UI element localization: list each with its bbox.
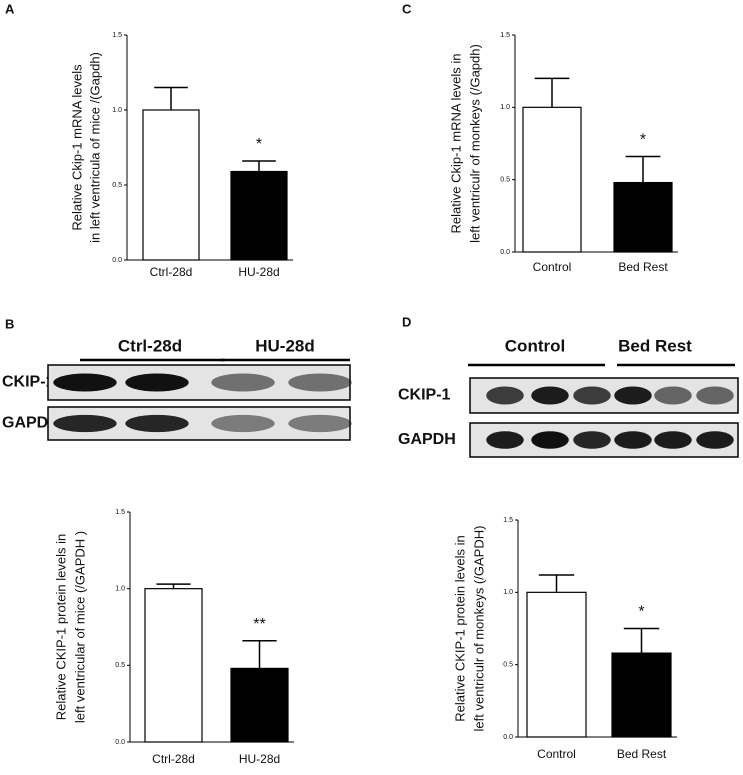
x-tick-label: Ctrl-28d xyxy=(152,752,195,766)
y-tick-label: 1.0 xyxy=(500,104,510,111)
band xyxy=(53,373,117,392)
row-label: GAPDH xyxy=(2,415,60,432)
y-axis-label: left ventriculr of monkeys (/Gapdh) xyxy=(467,44,482,243)
band xyxy=(486,386,524,405)
y-tick-label: 1.5 xyxy=(503,517,513,524)
band xyxy=(125,373,189,392)
bar xyxy=(144,588,203,743)
y-tick-label: 0.0 xyxy=(112,257,122,264)
band xyxy=(614,431,652,449)
y-axis-label: Relative Ckip-1 mRNA levels xyxy=(69,64,84,231)
x-tick-label: Bed Rest xyxy=(618,260,668,274)
panel-letter: C xyxy=(402,1,412,16)
band xyxy=(531,386,569,405)
band xyxy=(288,414,352,433)
bar xyxy=(522,106,582,253)
x-tick-label: Bed Rest xyxy=(617,747,667,761)
bar xyxy=(230,667,289,743)
bar xyxy=(230,170,288,261)
band xyxy=(531,431,569,449)
y-tick-label: 0.0 xyxy=(503,734,513,741)
y-axis-label: Relative CKIP-1 protein levels in xyxy=(452,535,467,721)
band xyxy=(53,414,117,433)
lane-group-label: Ctrl-28d xyxy=(118,336,182,355)
x-tick-label: Control xyxy=(537,747,576,761)
significance: * xyxy=(256,136,262,153)
y-axis-label: left ventricular of mice (/GAPDH ) xyxy=(72,531,87,723)
bar xyxy=(526,591,587,738)
y-tick-label: 0.5 xyxy=(503,662,513,669)
y-tick-label: 0.5 xyxy=(500,177,510,184)
band xyxy=(573,431,611,449)
y-tick-label: 1.5 xyxy=(500,32,510,39)
y-tick-label: 0.0 xyxy=(500,249,510,256)
row-label: CKIP-1 xyxy=(2,374,55,391)
x-tick-label: Control xyxy=(533,260,572,274)
significance: * xyxy=(640,132,646,149)
band xyxy=(654,431,692,449)
band xyxy=(654,386,692,405)
band xyxy=(573,386,611,405)
band xyxy=(486,431,524,449)
y-axis-label: Relative CKIP-1 protein levels in xyxy=(53,534,68,720)
bar xyxy=(611,652,672,738)
y-axis-label: in left ventricula of mice /(Gapdh) xyxy=(87,52,102,243)
band xyxy=(288,373,352,392)
y-tick-label: 0.5 xyxy=(115,662,125,669)
lane-group-label: HU-28d xyxy=(255,336,315,355)
panel-letter: D xyxy=(402,314,411,329)
y-tick-label: 0.0 xyxy=(115,739,125,746)
band xyxy=(696,431,734,449)
y-tick-label: 1.0 xyxy=(503,589,513,596)
y-axis-label: Relative Ckip-1 mRNA levels in xyxy=(448,54,463,234)
y-tick-label: 1.0 xyxy=(112,107,122,114)
bar xyxy=(142,109,200,261)
band xyxy=(211,414,275,433)
y-tick-label: 1.5 xyxy=(115,509,125,516)
y-axis-label: left ventriculr of monkeys (/GAPDH) xyxy=(471,526,486,732)
lane-group-label: Control xyxy=(505,336,565,355)
band xyxy=(696,386,734,405)
bar xyxy=(613,181,673,253)
y-tick-label: 0.5 xyxy=(112,182,122,189)
band xyxy=(125,414,189,433)
lane-group-label: Bed Rest xyxy=(618,336,692,355)
y-tick-label: 1.5 xyxy=(112,32,122,39)
y-tick-label: 1.0 xyxy=(115,586,125,593)
panel-letter: B xyxy=(5,316,14,331)
row-label: GAPDH xyxy=(398,431,456,448)
significance: * xyxy=(638,604,644,621)
x-tick-label: HU-28d xyxy=(239,752,280,766)
band xyxy=(614,386,652,405)
x-tick-label: Ctrl-28d xyxy=(150,265,193,279)
significance: ** xyxy=(253,616,265,633)
row-label: CKIP-1 xyxy=(398,387,451,404)
x-tick-label: HU-28d xyxy=(238,265,279,279)
panel-letter: A xyxy=(5,1,15,16)
band xyxy=(211,373,275,392)
